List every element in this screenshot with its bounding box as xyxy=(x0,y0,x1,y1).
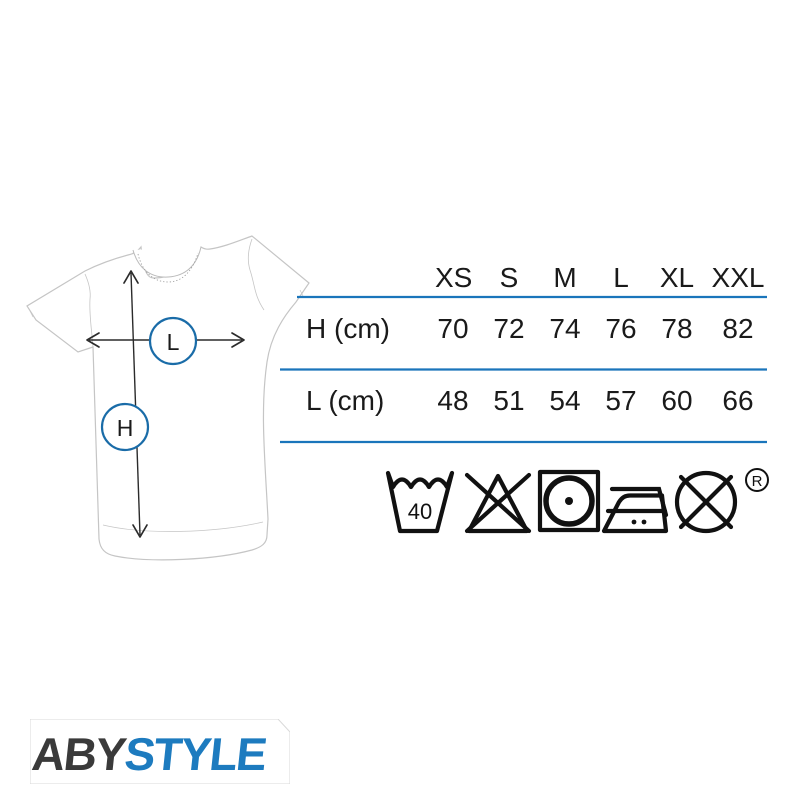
svg-text:40: 40 xyxy=(408,499,432,524)
svg-text:R: R xyxy=(752,473,763,490)
svg-text:ABYSTYLE: ABYSTYLE xyxy=(30,728,268,780)
